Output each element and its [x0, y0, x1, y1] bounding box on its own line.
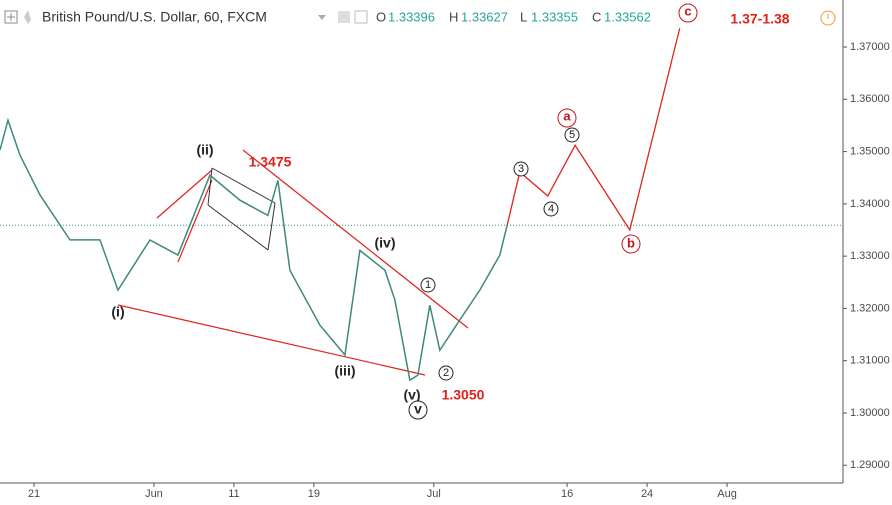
toolbar: British Pound/U.S. Dollar, 60, FXCM — [4, 9, 368, 25]
wave-label: (i) — [111, 304, 124, 320]
y-tick-label: 1.37000 — [850, 41, 890, 53]
symbol-title: British Pound/U.S. Dollar, 60, FXCM — [42, 9, 267, 25]
ohlc-value: 1.33396 — [388, 9, 435, 24]
dropdown[interactable] — [318, 15, 326, 20]
wave-label: b — [627, 235, 635, 250]
channel-line — [267, 202, 276, 251]
channel-line — [207, 167, 213, 206]
channel-line — [207, 204, 269, 251]
trendline — [177, 179, 213, 263]
logo-icon — [24, 10, 31, 24]
wave-circle — [564, 127, 580, 143]
ohlc-value: 1.33627 — [461, 9, 508, 24]
trendline — [242, 149, 469, 329]
wave-label: 1 — [425, 279, 431, 291]
expand-icon[interactable] — [4, 10, 18, 24]
annotation: 1.37-1.38 — [730, 11, 789, 27]
y-tick-label: 1.31000 — [850, 355, 890, 367]
ohlc-label: C — [592, 9, 601, 24]
ohlc-value: 1.33355 — [531, 9, 578, 24]
y-tick-label: 1.34000 — [850, 198, 890, 210]
ohlc-label: H — [449, 9, 458, 24]
channel — [207, 167, 276, 251]
wave-circle — [438, 365, 454, 381]
x-tick-label: 24 — [641, 488, 653, 500]
trendline — [117, 304, 426, 376]
y-tick-label: 1.36000 — [850, 93, 890, 105]
wave-label: (iii) — [335, 363, 356, 379]
wave-circle — [408, 400, 428, 420]
wave-label: (v) — [403, 387, 420, 403]
wave-circle — [557, 108, 577, 128]
trendline — [156, 169, 213, 219]
eye-icon[interactable] — [338, 11, 350, 23]
ohlc-label: L — [520, 9, 527, 24]
ohlc-label: O — [376, 9, 386, 24]
series-line — [506, 28, 681, 232]
x-tick-label: Jun — [145, 488, 163, 500]
y-tick-label: 1.30000 — [850, 407, 890, 419]
x-tick-label: Aug — [717, 488, 737, 500]
x-tick-label: 16 — [561, 488, 573, 500]
trendlines — [117, 149, 469, 376]
ohlc-value: 1.33562 — [604, 9, 651, 24]
channel-line — [211, 167, 276, 204]
annotation: 1.3050 — [442, 387, 485, 403]
wave-label: 5 — [569, 129, 575, 141]
wave-label: 2 — [443, 367, 449, 379]
wave-label: (ii) — [196, 142, 213, 158]
x-tick-label: 21 — [28, 488, 40, 500]
x-tick-label: 11 — [228, 488, 239, 500]
y-tick-label: 1.35000 — [850, 145, 890, 157]
wave-circle — [543, 201, 559, 217]
wave-circle — [420, 277, 436, 293]
wave-circle — [621, 234, 641, 254]
wave-label: a — [563, 108, 571, 123]
series-line — [0, 117, 508, 382]
y-tick-label: 1.32000 — [850, 302, 890, 314]
alert-icon[interactable] — [820, 10, 836, 26]
wave-label: 4 — [548, 203, 554, 215]
wave-circle — [678, 3, 698, 23]
wave-label: v — [414, 401, 422, 417]
settings-icon[interactable] — [354, 10, 368, 24]
annotations: 1.3475 1.3050 1.37-1.38 (i) (ii) (iii) (… — [111, 3, 790, 420]
x-tick-label: 19 — [308, 488, 320, 500]
wave-label: c — [684, 3, 691, 18]
y-tick-label: 1.33000 — [850, 250, 890, 262]
wave-circle — [513, 161, 529, 177]
wave-label: (iv) — [375, 235, 396, 251]
wave-label: 3 — [518, 163, 524, 175]
annotation: 1.3475 — [249, 154, 292, 170]
y-tick-label: 1.29000 — [850, 459, 890, 471]
x-tick-label: Jul — [427, 488, 441, 500]
